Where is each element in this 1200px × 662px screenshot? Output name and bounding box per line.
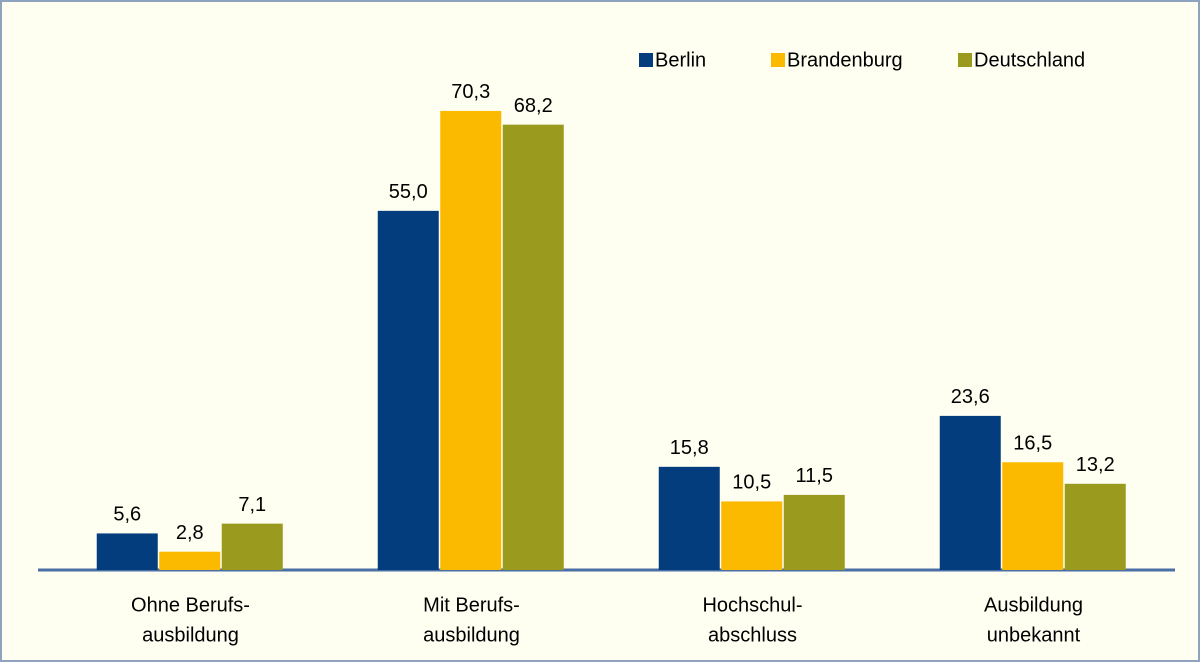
- x-tick-label: Mit Berufs-: [423, 594, 520, 616]
- legend-swatch: [771, 53, 785, 67]
- x-tick-label: Ausbildung: [984, 594, 1083, 616]
- value-label: 7,1: [238, 494, 266, 516]
- value-label: 55,0: [389, 181, 428, 203]
- x-tick-label: abschluss: [708, 624, 797, 646]
- bar: [1064, 483, 1126, 570]
- legend-label: Deutschland: [974, 49, 1085, 71]
- x-tick-label: unbekannt: [987, 624, 1081, 646]
- legend-swatch: [639, 53, 653, 67]
- x-tick-label: Hochschul-: [702, 594, 802, 616]
- bar: [658, 466, 720, 570]
- x-tick-label: ausbildung: [142, 624, 239, 646]
- bar: [221, 523, 283, 570]
- x-tick-label: ausbildung: [423, 624, 520, 646]
- x-tick-label: Ohne Berufs-: [131, 594, 250, 616]
- legend-label: Berlin: [655, 49, 706, 71]
- value-label: 10,5: [732, 472, 771, 494]
- bar: [721, 501, 783, 570]
- value-label: 2,8: [176, 522, 204, 544]
- bar: [502, 124, 564, 571]
- legend-swatch: [958, 53, 972, 67]
- bar: [939, 415, 1001, 570]
- bar: [96, 533, 158, 570]
- value-label: 68,2: [514, 95, 553, 117]
- bar: [440, 110, 502, 570]
- legend-label: Brandenburg: [787, 49, 903, 71]
- value-label: 5,6: [113, 504, 141, 526]
- value-label: 13,2: [1076, 454, 1115, 476]
- value-label: 70,3: [451, 81, 490, 103]
- bar: [159, 551, 221, 570]
- value-label: 11,5: [796, 465, 833, 487]
- bar: [783, 494, 845, 570]
- value-label: 16,5: [1013, 433, 1052, 455]
- value-label: 15,8: [670, 437, 709, 459]
- bar: [377, 210, 439, 570]
- bar: [1002, 462, 1064, 570]
- value-label: 23,6: [951, 386, 990, 408]
